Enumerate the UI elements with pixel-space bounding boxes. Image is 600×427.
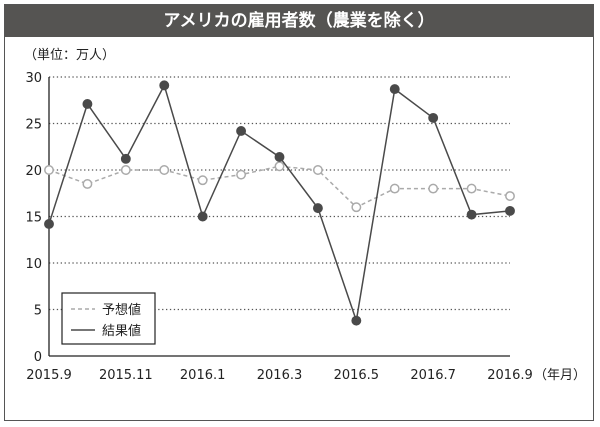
forecast-point (466, 183, 477, 194)
x-tick-label: 2016.3 (257, 368, 303, 383)
actual-point (44, 218, 54, 229)
y-axis-unit-label: （単位：万人） (24, 48, 116, 63)
y-tick-label: 20 (25, 164, 42, 179)
forecast-point (274, 161, 285, 172)
forecast-point (312, 165, 323, 175)
x-tick-label: 2016.9 (487, 368, 533, 383)
x-tick-label: 2015.11 (99, 368, 153, 383)
forecast-point (389, 183, 400, 194)
forecast-point (197, 175, 208, 186)
forecast-point (82, 179, 93, 189)
actual-point (159, 80, 170, 91)
y-tick-label: 10 (25, 257, 42, 272)
actual-point (351, 315, 362, 326)
actual-point (312, 203, 323, 214)
legend-box (61, 292, 156, 345)
actual-point (466, 209, 477, 220)
actual-point (120, 153, 131, 164)
forecast-point (120, 165, 131, 175)
actual-point (389, 84, 400, 95)
chart-frame (4, 4, 594, 421)
forecast-point (236, 169, 247, 180)
actual-point (82, 99, 93, 109)
legend-label: 予想値 (102, 302, 141, 318)
y-tick-label: 0 (34, 350, 42, 365)
y-tick-label: 30 (25, 71, 42, 86)
actual-point (505, 205, 515, 216)
x-tick-label: 2016.5 (334, 368, 380, 383)
x-tick-label: 2016.1 (180, 368, 226, 383)
x-tick-label: 2016.7 (410, 368, 456, 383)
forecast-point (351, 202, 362, 213)
chart-title: アメリカの雇用者数（農業を除く） (5, 5, 593, 37)
forecast-point (428, 183, 439, 194)
forecast-point (505, 191, 515, 201)
forecast-point (44, 165, 54, 175)
y-tick-label: 15 (25, 211, 42, 226)
x-axis-unit-label: （年月） (534, 368, 586, 383)
series-line-1 (48, 165, 511, 209)
actual-point (274, 152, 285, 162)
x-tick-label: 2015.9 (26, 368, 72, 383)
series-line-2 (48, 83, 511, 321)
y-tick-label: 25 (25, 118, 42, 133)
actual-point (428, 112, 439, 123)
actual-point (197, 211, 208, 222)
actual-point (236, 125, 247, 136)
y-tick-label: 5 (34, 304, 42, 319)
legend-label: 結果値 (102, 323, 141, 339)
forecast-point (159, 165, 170, 175)
